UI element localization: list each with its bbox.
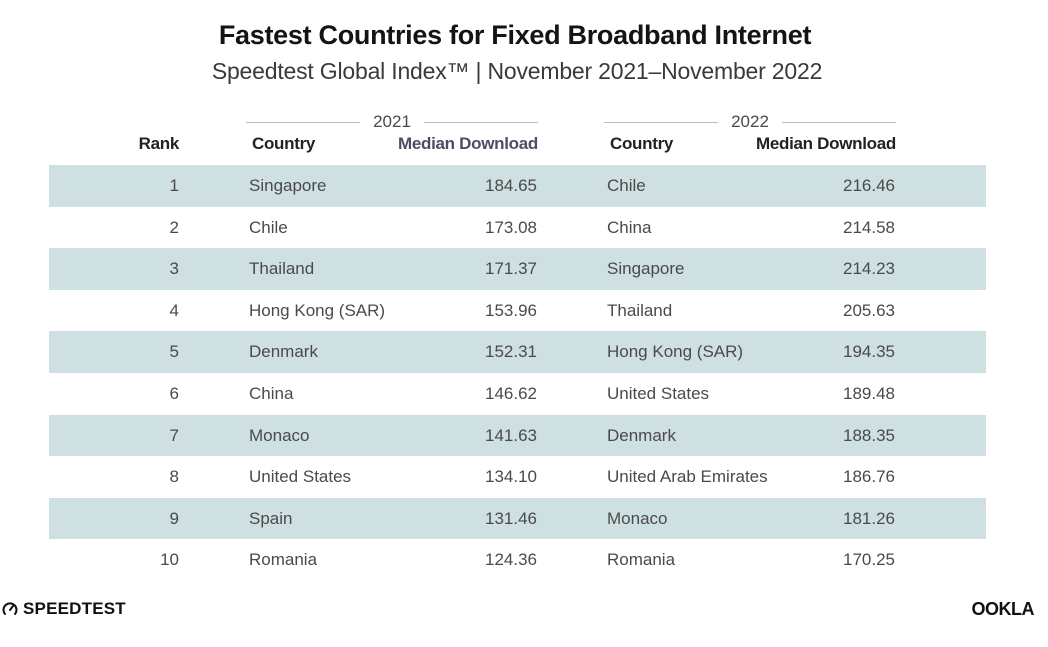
country-2022-cell: Monaco	[607, 508, 668, 528]
table-row: 3 Thailand 171.37 Singapore 214.23	[49, 248, 986, 290]
download-2021-cell: 152.31	[485, 342, 537, 362]
country-2021-cell: Hong Kong (SAR)	[249, 300, 386, 320]
country-2022-cell: United States	[607, 383, 710, 403]
speedometer-icon	[2, 602, 18, 615]
rank-cell: 3	[169, 259, 179, 279]
year-divider-right	[424, 122, 538, 123]
download-2022-cell: 214.58	[843, 217, 895, 237]
country-2021-cell: United States	[249, 467, 352, 487]
table-row: 8 United States 134.10 United Arab Emirates…	[49, 456, 986, 498]
download-2022-cell: 216.46	[843, 176, 895, 195]
column-header-download-2022: Median Download	[755, 134, 896, 153]
download-2022-cell: 181.26	[843, 508, 895, 528]
country-2021-cell: Denmark	[249, 342, 318, 362]
table-row: 9 Spain 131.46 Monaco 181.26	[49, 497, 986, 540]
download-2021-cell: 171.37	[485, 259, 537, 279]
ranking-table: 1 Singapore 184.65 Chile 216.46 2 Chile 173.08 C…	[49, 165, 986, 581]
rank-cell: 8	[169, 467, 179, 487]
rank-cell: 5	[169, 342, 179, 362]
download-2022-cell: 194.35	[843, 342, 895, 362]
download-2022-cell: 170.25	[843, 550, 895, 570]
download-2022-cell: 186.76	[843, 467, 895, 487]
year-label-2022: 2022	[731, 112, 769, 131]
download-2022-cell: 188.35	[843, 425, 895, 445]
country-2022-cell: Hong Kong (SAR)	[607, 342, 744, 362]
country-2022-cell: China	[607, 217, 652, 237]
country-2021-cell: China	[249, 383, 294, 403]
speedtest-wordmark: SPEEDTEST	[23, 599, 126, 618]
download-2021-cell: 131.46	[485, 508, 537, 528]
download-2021-cell: 153.96	[485, 300, 537, 320]
table-row: 7 Monaco 141.63 Denmark 188.35	[49, 414, 986, 457]
country-2022-cell: United Arab Emirates	[607, 467, 768, 487]
rank-cell: 10	[160, 550, 179, 570]
column-header-rank: Rank	[138, 134, 180, 153]
download-2022-cell: 205.63	[843, 300, 895, 320]
country-2022-cell: Chile	[607, 176, 646, 195]
table-row: 10 Romania 124.36 Romania 170.25	[49, 539, 986, 581]
ookla-logo: OOKLA	[971, 599, 1035, 619]
table-row: 2 Chile 173.08 China 214.58	[49, 207, 986, 249]
country-2022-cell: Singapore	[607, 259, 685, 279]
chart-title: Fastest Countries for Fixed Broadband In…	[218, 20, 812, 50]
chart-subtitle: Speedtest Global Index™ | November 2021–…	[211, 58, 823, 84]
column-header-download-2021: Median Download	[397, 134, 538, 153]
table-row: 1 Singapore 184.65 Chile 216.46	[49, 165, 986, 207]
year-header-2022: 2022	[604, 112, 896, 132]
download-2021-cell: 134.10	[485, 467, 537, 487]
year-divider-left	[246, 122, 360, 123]
speedtest-logo: SPEEDTEST	[2, 599, 126, 619]
column-header-country-2021: Country	[252, 134, 316, 153]
country-2022-cell: Romania	[607, 550, 676, 570]
download-2021-cell: 184.65	[485, 176, 537, 195]
rank-cell: 2	[169, 217, 179, 237]
rank-cell: 4	[169, 300, 179, 320]
table-row: 5 Denmark 152.31 Hong Kong (SAR) 194.35	[49, 331, 986, 373]
download-2021-cell: 146.62	[485, 383, 537, 403]
download-2021-cell: 173.08	[485, 217, 537, 237]
column-header-country-2022: Country	[610, 134, 674, 153]
table-row: 4 Hong Kong (SAR) 153.96 Thailand 205.63	[49, 290, 986, 332]
year-label-2021: 2021	[373, 112, 411, 131]
country-2021-cell: Romania	[249, 550, 318, 570]
year-divider-right	[782, 122, 896, 123]
table-row: 6 China 146.62 United States 189.48	[49, 373, 986, 415]
rank-cell: 1	[169, 176, 179, 195]
rank-cell: 9	[169, 508, 179, 528]
download-2021-cell: 124.36	[485, 550, 537, 570]
country-2021-cell: Spain	[249, 508, 293, 528]
download-2021-cell: 141.63	[485, 425, 537, 445]
download-2022-cell: 214.23	[843, 259, 895, 279]
country-2022-cell: Denmark	[607, 425, 676, 445]
country-2021-cell: Monaco	[249, 425, 310, 445]
country-2022-cell: Thailand	[607, 300, 673, 320]
year-divider-left	[604, 122, 718, 123]
download-2022-cell: 189.48	[843, 383, 895, 403]
country-2021-cell: Chile	[249, 217, 288, 237]
country-2021-cell: Thailand	[249, 259, 315, 279]
rank-cell: 7	[169, 425, 179, 445]
year-header-2021: 2021	[246, 112, 538, 132]
rank-cell: 6	[169, 383, 179, 403]
country-2021-cell: Singapore	[249, 176, 327, 195]
